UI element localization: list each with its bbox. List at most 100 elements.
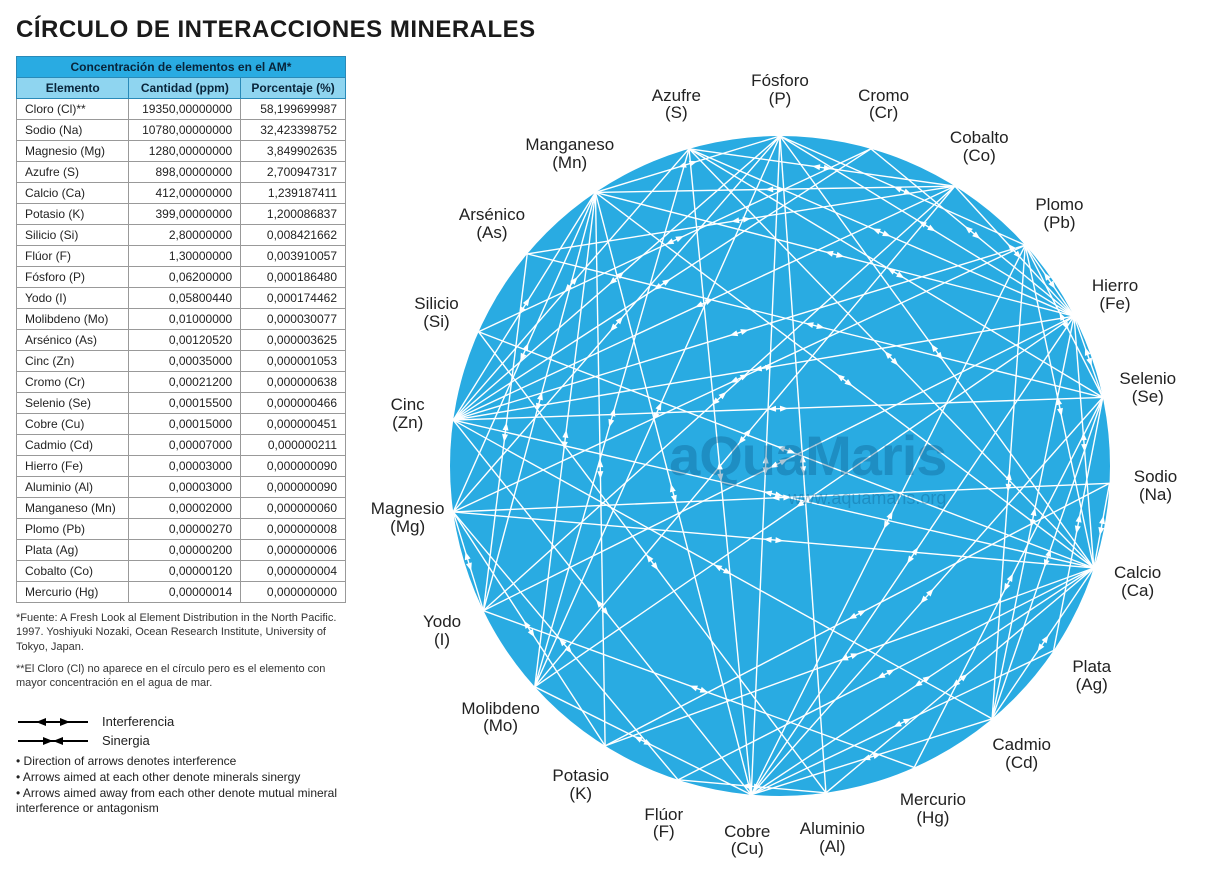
legend-synergy-label: Sinergia: [102, 733, 150, 748]
cell-percent: 3,849902635: [241, 141, 346, 162]
table-footnote-1: *Fuente: A Fresh Look al Element Distrib…: [16, 611, 346, 654]
cell-element: Cobre (Cu): [17, 414, 129, 435]
cell-element: Cobalto (Co): [17, 561, 129, 582]
synergy-icon: [16, 734, 90, 748]
cell-element: Cadmio (Cd): [17, 435, 129, 456]
cell-element: Plomo (Pb): [17, 519, 129, 540]
cell-quantity: 1280,00000000: [129, 141, 241, 162]
legend-note: Direction of arrows denotes interference: [16, 754, 346, 770]
table-row: Selenio (Se)0,000155000,000000466: [17, 393, 346, 414]
table-row: Mercurio (Hg)0,000000140,000000000: [17, 582, 346, 603]
table-row: Aluminio (Al)0,000030000,000000090: [17, 477, 346, 498]
cell-percent: 32,423398752: [241, 120, 346, 141]
cell-element: Cinc (Zn): [17, 351, 129, 372]
cell-element: Cloro (Cl)**: [17, 99, 129, 120]
cell-element: Azufre (S): [17, 162, 129, 183]
cell-element: Selenio (Se): [17, 393, 129, 414]
legend-notes: Direction of arrows denotes interference…: [16, 754, 346, 816]
cell-percent: 0,000000008: [241, 519, 346, 540]
cell-percent: 0,000000060: [241, 498, 346, 519]
cell-quantity: 0,00015000: [129, 414, 241, 435]
cell-quantity: 0,00000120: [129, 561, 241, 582]
table-row: Cobre (Cu)0,000150000,000000451: [17, 414, 346, 435]
table-row: Plata (Ag)0,000002000,000000006: [17, 540, 346, 561]
cell-quantity: 0,00000014: [129, 582, 241, 603]
cell-quantity: 1,30000000: [129, 246, 241, 267]
table-caption: Concentración de elementos en el AM*: [17, 57, 346, 78]
cell-percent: 2,700947317: [241, 162, 346, 183]
cell-quantity: 0,00120520: [129, 330, 241, 351]
cell-percent: 0,000000451: [241, 414, 346, 435]
cell-element: Yodo (I): [17, 288, 129, 309]
cell-element: Potasio (K): [17, 204, 129, 225]
table-column-header: Elemento: [17, 78, 129, 99]
table-column-header: Porcentaje (%): [241, 78, 346, 99]
cell-percent: 0,000001053: [241, 351, 346, 372]
cell-element: Calcio (Ca): [17, 183, 129, 204]
cell-quantity: 0,01000000: [129, 309, 241, 330]
legend-note: Arrows aimed away from each other denote…: [16, 786, 346, 817]
interference-icon: [16, 715, 90, 729]
cell-element: Fósforo (P): [17, 267, 129, 288]
cell-percent: 0,000000211: [241, 435, 346, 456]
mineral-circle-diagram: aQuaMaris www.aquamaris.org Fósforo(P)Cr…: [370, 56, 1190, 876]
cell-element: Cromo (Cr): [17, 372, 129, 393]
cell-element: Aluminio (Al): [17, 477, 129, 498]
cell-percent: 0,000000090: [241, 456, 346, 477]
cell-quantity: 0,00007000: [129, 435, 241, 456]
legend-note: Arrows aimed at each other denote minera…: [16, 770, 346, 786]
cell-quantity: 898,00000000: [129, 162, 241, 183]
table-row: Cloro (Cl)**19350,0000000058,199699987: [17, 99, 346, 120]
cell-element: Mercurio (Hg): [17, 582, 129, 603]
table-row: Potasio (K)399,000000001,200086837: [17, 204, 346, 225]
cell-percent: 0,008421662: [241, 225, 346, 246]
cell-quantity: 10780,00000000: [129, 120, 241, 141]
cell-percent: 0,000000000: [241, 582, 346, 603]
cell-quantity: 2,80000000: [129, 225, 241, 246]
table-row: Silicio (Si)2,800000000,008421662: [17, 225, 346, 246]
cell-element: Magnesio (Mg): [17, 141, 129, 162]
cell-element: Molibdeno (Mo): [17, 309, 129, 330]
table-row: Azufre (S)898,000000002,700947317: [17, 162, 346, 183]
table-row: Arsénico (As)0,001205200,000003625: [17, 330, 346, 351]
table-column-header: Cantidad (ppm): [129, 78, 241, 99]
cell-percent: 0,003910057: [241, 246, 346, 267]
cell-percent: 0,000000090: [241, 477, 346, 498]
table-row: Cinc (Zn)0,000350000,000001053: [17, 351, 346, 372]
cell-percent: 1,239187411: [241, 183, 346, 204]
cell-percent: 0,000030077: [241, 309, 346, 330]
table-row: Manganeso (Mn)0,000020000,000000060: [17, 498, 346, 519]
table-row: Sodio (Na)10780,0000000032,423398752: [17, 120, 346, 141]
concentration-table: Concentración de elementos en el AM* Ele…: [16, 56, 346, 603]
table-row: Fósforo (P)0,062000000,000186480: [17, 267, 346, 288]
table-row: Cromo (Cr)0,000212000,000000638: [17, 372, 346, 393]
cell-percent: 0,000003625: [241, 330, 346, 351]
cell-quantity: 0,00015500: [129, 393, 241, 414]
cell-quantity: 0,00021200: [129, 372, 241, 393]
table-row: Plomo (Pb)0,000002700,000000008: [17, 519, 346, 540]
cell-percent: 0,000000006: [241, 540, 346, 561]
diagram-column: aQuaMaris www.aquamaris.org Fósforo(P)Cr…: [370, 56, 1208, 876]
legend-interference: Interferencia: [16, 714, 346, 729]
table-footnote-2: **El Cloro (Cl) no aparece en el círculo…: [16, 662, 346, 691]
cell-quantity: 0,00003000: [129, 456, 241, 477]
table-row: Cadmio (Cd)0,000070000,000000211: [17, 435, 346, 456]
cell-element: Sodio (Na): [17, 120, 129, 141]
cell-quantity: 399,00000000: [129, 204, 241, 225]
cell-element: Flúor (F): [17, 246, 129, 267]
cell-percent: 0,000000004: [241, 561, 346, 582]
legend-interference-label: Interferencia: [102, 714, 174, 729]
cell-quantity: 0,00002000: [129, 498, 241, 519]
legend-synergy: Sinergia: [16, 733, 346, 748]
cell-percent: 1,200086837: [241, 204, 346, 225]
cell-element: Arsénico (As): [17, 330, 129, 351]
table-row: Cobalto (Co)0,000001200,000000004: [17, 561, 346, 582]
page-title: CÍRCULO DE INTERACCIONES MINERALES: [16, 16, 1208, 44]
cell-element: Silicio (Si): [17, 225, 129, 246]
cell-percent: 58,199699987: [241, 99, 346, 120]
cell-element: Manganeso (Mn): [17, 498, 129, 519]
table-row: Hierro (Fe)0,000030000,000000090: [17, 456, 346, 477]
table-row: Calcio (Ca)412,000000001,239187411: [17, 183, 346, 204]
table-row: Molibdeno (Mo)0,010000000,000030077: [17, 309, 346, 330]
cell-percent: 0,000000638: [241, 372, 346, 393]
